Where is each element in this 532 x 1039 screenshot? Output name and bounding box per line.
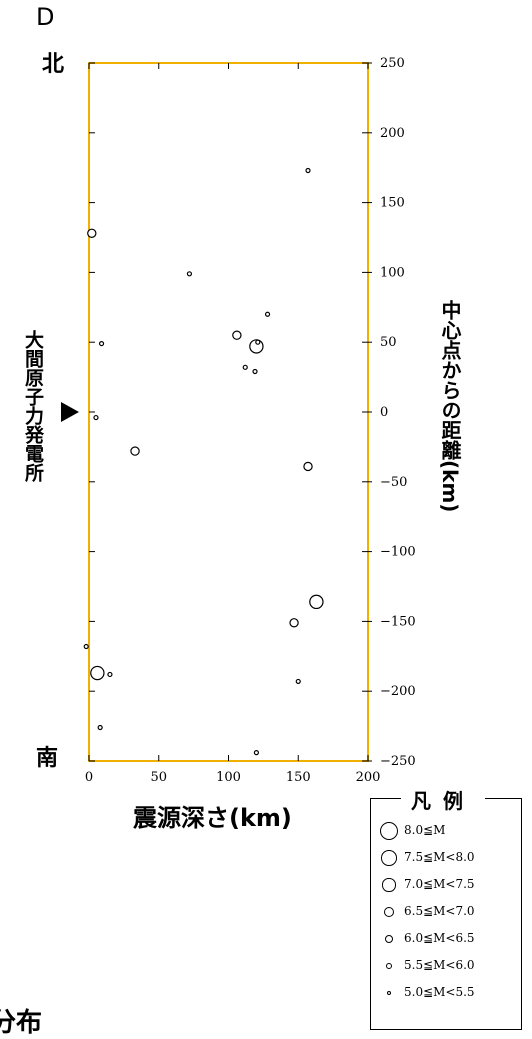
y-tick-label: 100 (380, 265, 405, 280)
data-point (309, 594, 324, 610)
data-point (98, 340, 105, 347)
legend-item: 6.5≦M<7.0 (371, 900, 521, 927)
legend-circle-icon (382, 878, 396, 892)
data-point (232, 330, 242, 340)
plot-frame (88, 62, 369, 762)
footer-caption: 分布 (0, 1008, 43, 1038)
legend-label: 5.5≦M<6.0 (404, 958, 475, 972)
y-tick-label: −200 (380, 684, 416, 699)
data-point (289, 618, 299, 628)
data-point (252, 368, 258, 375)
x-tick-label: 0 (85, 770, 93, 785)
scatter-chart: 250 200 150 100 50 0 −50 −100 −150 −200 −250 0 50 100… (61, 56, 416, 785)
legend-circle-icon (384, 934, 394, 944)
y-tick-label: −150 (380, 614, 416, 629)
site-label: 大間原子力発電所 (22, 330, 44, 482)
data-point (253, 750, 259, 756)
data-point (264, 311, 271, 317)
legend: 凡例 8.0≦M 7.5≦M<8.0 7.0≦M<7.5 6.5≦M<7.0 6.0≦M… (370, 785, 522, 1030)
legend-circle-icon (380, 822, 398, 840)
data-point (97, 724, 103, 731)
legend-item: 5.5≦M<6.0 (371, 954, 521, 981)
south-label: 南 (36, 746, 59, 771)
data-point (93, 414, 99, 421)
data-point (107, 671, 113, 678)
x-tick-label: 150 (286, 770, 311, 785)
legend-circle-icon (381, 850, 397, 866)
legend-label: 7.0≦M<7.5 (404, 877, 475, 891)
legend-item: 7.5≦M<8.0 (371, 846, 521, 873)
y-tick-label: 200 (380, 126, 405, 141)
y-tick-label: 0 (380, 405, 388, 420)
legend-item: 6.0≦M<6.5 (371, 927, 521, 954)
y-tick-label: 250 (380, 56, 405, 71)
x-tick-label: 100 (216, 770, 241, 785)
data-point (83, 643, 89, 650)
site-marker-triangle (61, 402, 79, 422)
data-point (303, 461, 313, 472)
x-axis-label: 震源深さ(km) (133, 804, 292, 832)
data-point (242, 364, 248, 370)
y-axis-label: 中心点からの距離(km) (438, 300, 462, 513)
legend-label: 6.5≦M<7.0 (404, 904, 475, 918)
legend-label: 7.5≦M<8.0 (404, 850, 475, 864)
legend-item: 5.0≦M<5.5 (371, 981, 521, 1008)
legend-title: 凡例 (401, 785, 485, 814)
data-point (255, 339, 261, 345)
data-point (186, 271, 193, 277)
data-point (90, 665, 105, 681)
legend-item: 7.0≦M<7.5 (371, 873, 521, 900)
y-tick-label: 150 (380, 196, 405, 211)
x-tick-label: 50 (150, 770, 167, 785)
north-label: 北 (42, 52, 65, 77)
data-point (87, 228, 97, 239)
y-tick-label: −100 (380, 545, 416, 560)
legend-label: 8.0≦M (404, 823, 446, 837)
section-letter: D (36, 3, 55, 31)
y-tick-label: −50 (380, 475, 407, 490)
legend-item: 8.0≦M (371, 819, 521, 846)
data-point (130, 446, 140, 456)
y-tick-label: −250 (380, 754, 416, 769)
legend-label: 6.0≦M<6.5 (404, 931, 475, 945)
legend-circle-icon (386, 963, 392, 969)
legend-circle-icon (387, 991, 391, 995)
legend-label: 5.0≦M<5.5 (404, 985, 475, 999)
legend-circle-icon (383, 906, 395, 918)
x-tick-label: 200 (356, 770, 381, 785)
data-point (305, 167, 311, 174)
data-point (295, 678, 301, 685)
y-tick-label: 50 (380, 335, 397, 350)
